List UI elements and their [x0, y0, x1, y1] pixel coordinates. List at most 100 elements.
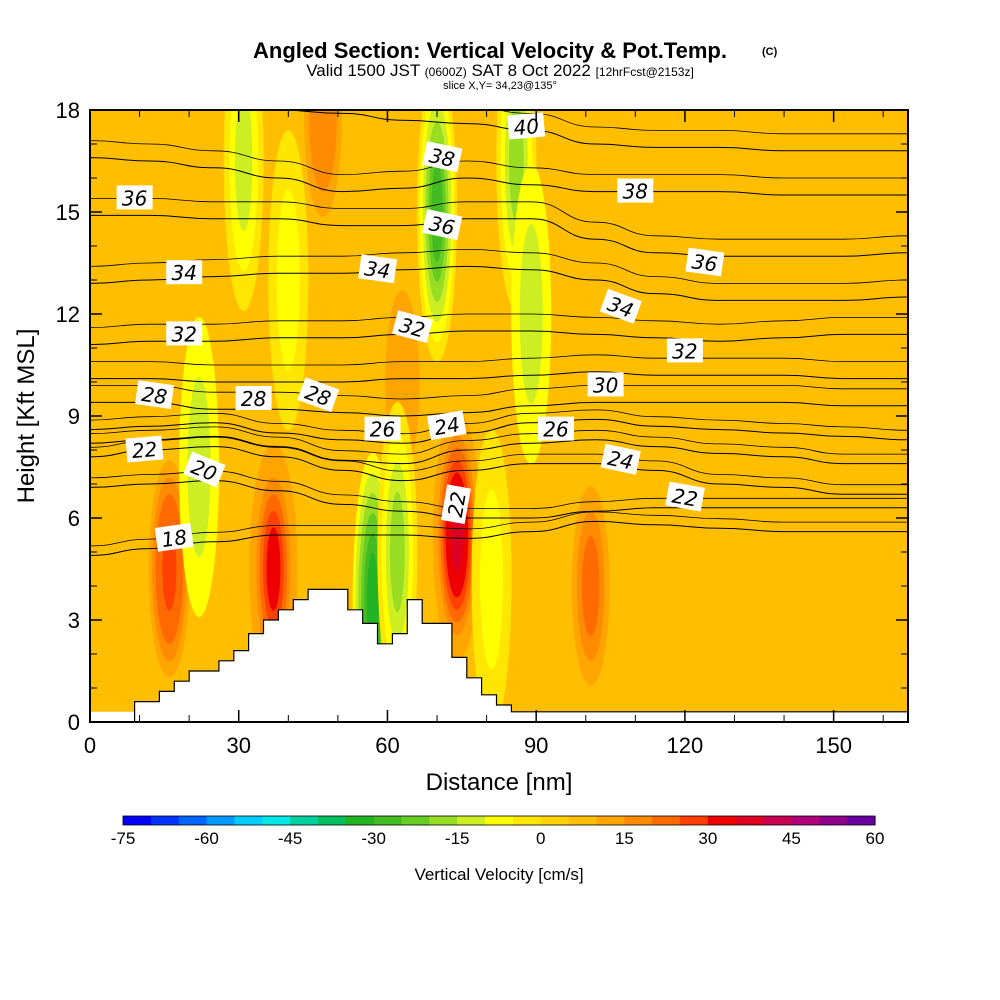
terrain [90, 588, 909, 723]
contour-label-text: 22 [131, 437, 158, 463]
colorbar-tick-label: 30 [698, 829, 717, 848]
downdraft-core-12 [268, 130, 309, 430]
contour-label-text: 36 [690, 249, 719, 276]
colorbar-swatch [540, 816, 570, 825]
colorbar-swatch [345, 816, 375, 825]
colorbar-tick-label: -60 [194, 829, 219, 848]
isotherm-contours [90, 110, 908, 556]
x-axis-title: Distance [nm] [426, 769, 573, 796]
contour-label-box [422, 141, 463, 173]
colorbar-swatch [819, 816, 848, 825]
contour-label-box [166, 321, 203, 346]
contour-label-text: 38 [427, 143, 457, 172]
contour-label-text: 24 [606, 446, 636, 475]
contour-label-box [183, 451, 226, 488]
contour-label-box [154, 523, 194, 552]
x-tick-label: 120 [667, 733, 704, 758]
isotherm-minor [90, 436, 908, 486]
colorbar-swatch [763, 816, 793, 825]
chart-title-unit: (C) [762, 46, 778, 58]
isotherm-36 [90, 214, 908, 257]
isotherm-minor [90, 426, 908, 455]
colorbar-swatch [234, 816, 263, 825]
y-tick-label: 18 [56, 98, 80, 123]
colorbar-tick-label: -45 [278, 829, 303, 848]
colorbar-swatch [178, 816, 208, 825]
contour-label-box [665, 481, 705, 512]
field-band [234, 110, 253, 231]
contour-label-box [358, 254, 398, 284]
contour-label-36: 36 [422, 209, 463, 241]
y-tick-label: 3 [68, 608, 80, 633]
isotherm-minor [90, 384, 908, 400]
colorbar-swatch [123, 816, 152, 825]
contour-label-34: 34 [358, 254, 398, 284]
contour-label-28: 28 [135, 380, 175, 409]
updraft-core-4 [299, 110, 347, 242]
contour-label-text: 18 [160, 525, 189, 552]
contour-label-text: 26 [370, 418, 395, 442]
isotherm-28 [90, 401, 908, 417]
contour-label-text: 36 [122, 186, 147, 210]
contour-label-box [440, 484, 471, 525]
colorbar-swatch [373, 816, 403, 825]
contour-label-24: 24 [600, 443, 641, 475]
colorbar-tick-label: 60 [866, 829, 885, 848]
contour-label-box [587, 372, 624, 397]
y-tick-label: 15 [56, 200, 80, 225]
velocity-field [145, 110, 615, 722]
contour-label-box [135, 380, 175, 409]
colorbar-swatch [652, 816, 681, 825]
isotherm-38 [90, 157, 908, 196]
contour-label-text: 36 [427, 211, 457, 240]
colorbar-swatch [262, 816, 291, 825]
isotherm-minor [90, 248, 908, 284]
slice-label: slice X,Y= 34,23@135° [443, 80, 557, 92]
isotherm-40 [90, 110, 908, 152]
contour-label-text: 32 [672, 339, 697, 363]
isotherm-minor [90, 197, 908, 240]
isotherm-minor [90, 354, 908, 366]
isotherm-18 [90, 520, 908, 556]
contour-label-box [235, 386, 272, 410]
contour-label-text: 28 [241, 387, 266, 411]
colorbar-tick-label: -75 [111, 829, 136, 848]
contour-label-text: 26 [543, 418, 568, 442]
contour-label-32: 32 [666, 338, 703, 363]
chart-title: Angled Section: Vertical Velocity & Pot.… [253, 38, 727, 63]
y-tick-label: 0 [68, 710, 80, 735]
isotherm-minor [90, 140, 908, 179]
x-tick-label: 30 [226, 733, 250, 758]
contour-label-text: 22 [670, 484, 699, 512]
x-tick-label: 0 [84, 733, 96, 758]
colorbar-swatch [791, 816, 820, 825]
colorbar-swatch [457, 816, 486, 825]
contour-label-box [166, 260, 203, 285]
field-band [266, 527, 281, 611]
contour-label-34: 34 [166, 260, 203, 285]
isotherm-minor [90, 409, 908, 435]
subtitle-zulu: (0600Z) [425, 65, 467, 79]
colorbar-label: Vertical Velocity [cm/s] [414, 865, 583, 884]
isotherm-minor [90, 511, 908, 547]
contour-label-22: 22 [665, 481, 705, 512]
colorbar-tick-label: 15 [615, 829, 634, 848]
contour-label-box [617, 178, 654, 203]
contour-label-box [600, 443, 641, 475]
contour-label-text: 32 [171, 322, 196, 346]
colorbar-frame [122, 815, 876, 826]
colorbar-swatch [847, 816, 876, 825]
colorbar-tick-label: -30 [361, 829, 386, 848]
colorbar-swatch [206, 816, 236, 825]
colorbar-tick-label: 45 [782, 829, 801, 848]
contour-label-box [538, 416, 574, 441]
colorbar-swatch [568, 816, 598, 825]
contour-label-40: 40 [507, 112, 546, 140]
contour-label-box [297, 377, 340, 413]
colorbar-swatch [401, 816, 430, 825]
colorbar: -75 -60 -45 -30 -15 0 15 30 45 60 Vertical Velocit… [111, 815, 885, 884]
contour-label-box [116, 185, 153, 210]
field-band [480, 489, 504, 670]
x-tick-label: 150 [815, 733, 852, 758]
